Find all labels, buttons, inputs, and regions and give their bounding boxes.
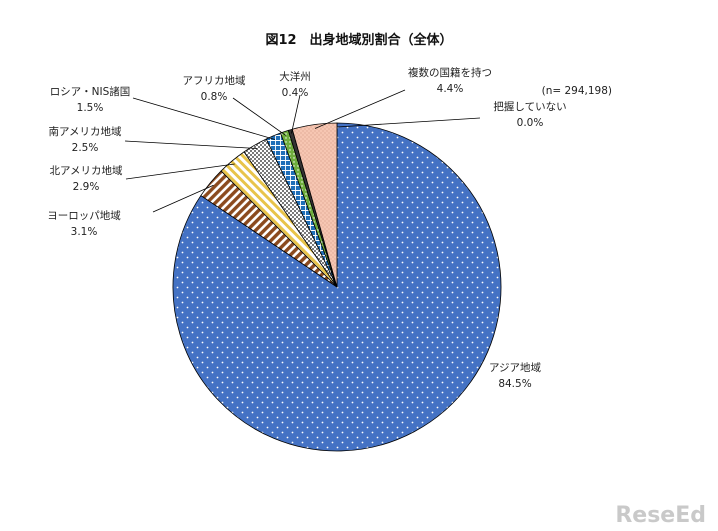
slice-value-asia: 84.5% <box>498 378 531 390</box>
slice-value-oceania: 0.4% <box>282 87 309 99</box>
pie-slices <box>172 122 502 452</box>
slice-label-oceania: 大洋州 <box>279 70 311 83</box>
slice-label-south-america: 南アメリカ地域 <box>49 125 122 138</box>
slice-value-africa: 0.8% <box>201 91 228 103</box>
leader-line-europe <box>152 184 214 213</box>
slice-label-russia-nis: ロシア・NIS諸国 <box>50 85 131 98</box>
slice-value-europe: 3.1% <box>71 226 98 238</box>
slice-value-unknown: 0.0% <box>517 117 544 129</box>
slice-value-russia-nis: 1.5% <box>77 102 104 114</box>
slice-value-north-america: 2.9% <box>73 181 100 193</box>
leader-line-oceania <box>291 94 301 134</box>
leader-line-unknown <box>336 117 481 128</box>
slice-label-multiple-nationality: 複数の国籍を持つ <box>408 66 492 79</box>
slice-label-africa: アフリカ地域 <box>183 74 246 87</box>
slice-labels: アジア地域 84.5% ヨーロッパ地域 3.1% 北アメリカ地域 2.9% 南アメリカ地域 2… <box>47 66 566 390</box>
watermark-logo: ReseEd <box>615 503 706 528</box>
leader-lines <box>124 89 481 213</box>
pie-slice-asia <box>172 122 502 452</box>
slice-label-unknown: 把握していない <box>493 100 566 113</box>
leader-line-north-america <box>125 163 235 180</box>
slice-value-south-america: 2.5% <box>72 142 99 154</box>
leader-line-south-america <box>124 140 257 149</box>
leader-line-africa <box>232 97 286 136</box>
chart-title: 図12 出身地域別割合（全体） <box>265 32 452 48</box>
sample-size-note: (n= 294,198) <box>542 85 612 97</box>
leader-line-multiple-nationality <box>314 89 406 129</box>
slice-label-north-america: 北アメリカ地域 <box>50 164 123 177</box>
slice-label-asia: アジア地域 <box>489 361 542 374</box>
slice-label-europe: ヨーロッパ地域 <box>47 209 121 222</box>
leader-line-russia-nis <box>132 97 276 140</box>
slice-value-multiple-nationality: 4.4% <box>437 83 464 95</box>
